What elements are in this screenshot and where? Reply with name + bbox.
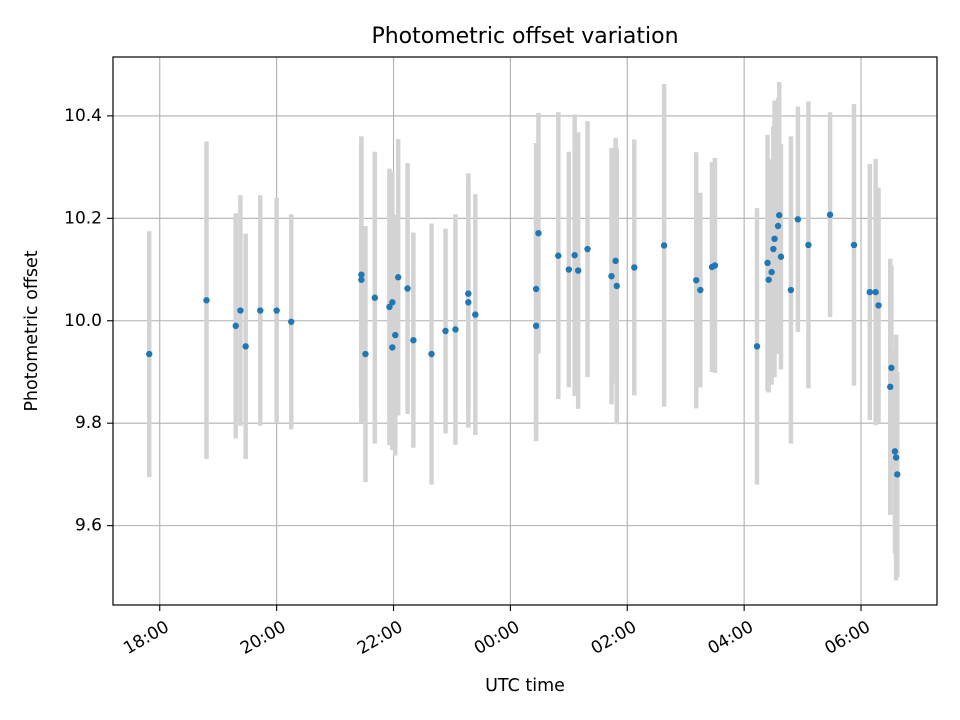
y-tick-label: 9.6 — [75, 516, 102, 536]
data-point — [850, 241, 858, 249]
data-point — [584, 245, 591, 253]
data-point — [394, 274, 402, 281]
data-point — [826, 211, 834, 218]
data-point — [428, 350, 435, 358]
data-point — [442, 327, 449, 335]
data-point — [237, 307, 244, 314]
data-point — [203, 297, 210, 304]
data-point — [770, 245, 777, 253]
data-point — [392, 331, 399, 339]
data-point — [465, 299, 472, 306]
plot-frame — [112, 56, 938, 606]
data-point — [410, 337, 417, 344]
data-point — [768, 268, 775, 276]
data-point — [358, 276, 365, 283]
data-point — [872, 288, 879, 296]
chart-title: Photometric offset variation — [371, 24, 678, 49]
data-point — [777, 253, 785, 260]
data-point — [892, 454, 900, 461]
data-point — [693, 277, 700, 284]
data-point — [613, 282, 620, 290]
data-point — [465, 290, 472, 297]
data-point — [146, 350, 153, 358]
data-point — [565, 266, 573, 273]
data-point — [362, 350, 369, 358]
data-point — [574, 267, 582, 274]
data-point — [764, 259, 771, 267]
x-axis-label: UTC time — [485, 676, 565, 696]
data-point — [697, 286, 704, 294]
data-point — [571, 252, 578, 259]
data-point — [787, 286, 795, 294]
data-point — [386, 303, 393, 311]
data-point — [711, 262, 719, 269]
data-point — [765, 276, 772, 283]
data-point — [452, 326, 459, 333]
y-axis-label: Photometric offset — [22, 250, 42, 411]
data-point — [257, 307, 264, 314]
data-point — [875, 302, 882, 309]
data-point — [371, 294, 379, 301]
data-point — [404, 285, 411, 292]
data-point — [242, 343, 249, 350]
data-point — [660, 242, 668, 249]
data-point — [774, 222, 782, 230]
data-point — [794, 216, 802, 223]
y-tick-label: 10.2 — [64, 208, 102, 228]
data-point — [555, 252, 562, 259]
data-point — [273, 307, 280, 314]
data-point — [232, 322, 239, 330]
data-points — [146, 211, 901, 478]
data-point — [472, 311, 479, 318]
data-point — [866, 288, 873, 296]
y-tick-label: 10.0 — [64, 311, 102, 331]
data-point — [535, 229, 542, 237]
y-tick-label: 9.8 — [75, 413, 102, 433]
data-point — [358, 271, 365, 278]
data-point — [891, 448, 899, 455]
data-point — [288, 318, 295, 325]
data-point — [532, 322, 540, 330]
data-point — [389, 299, 396, 306]
data-point — [776, 212, 783, 219]
y-tick-label: 10.4 — [64, 106, 102, 126]
data-point — [608, 273, 615, 280]
data-point — [532, 285, 540, 293]
data-point — [753, 343, 761, 350]
data-point — [389, 344, 396, 351]
data-point — [612, 257, 619, 265]
data-point — [894, 471, 901, 478]
data-point — [805, 241, 812, 249]
data-point — [888, 364, 895, 372]
data-point — [887, 383, 894, 391]
data-point — [631, 264, 638, 271]
data-point — [771, 235, 778, 243]
